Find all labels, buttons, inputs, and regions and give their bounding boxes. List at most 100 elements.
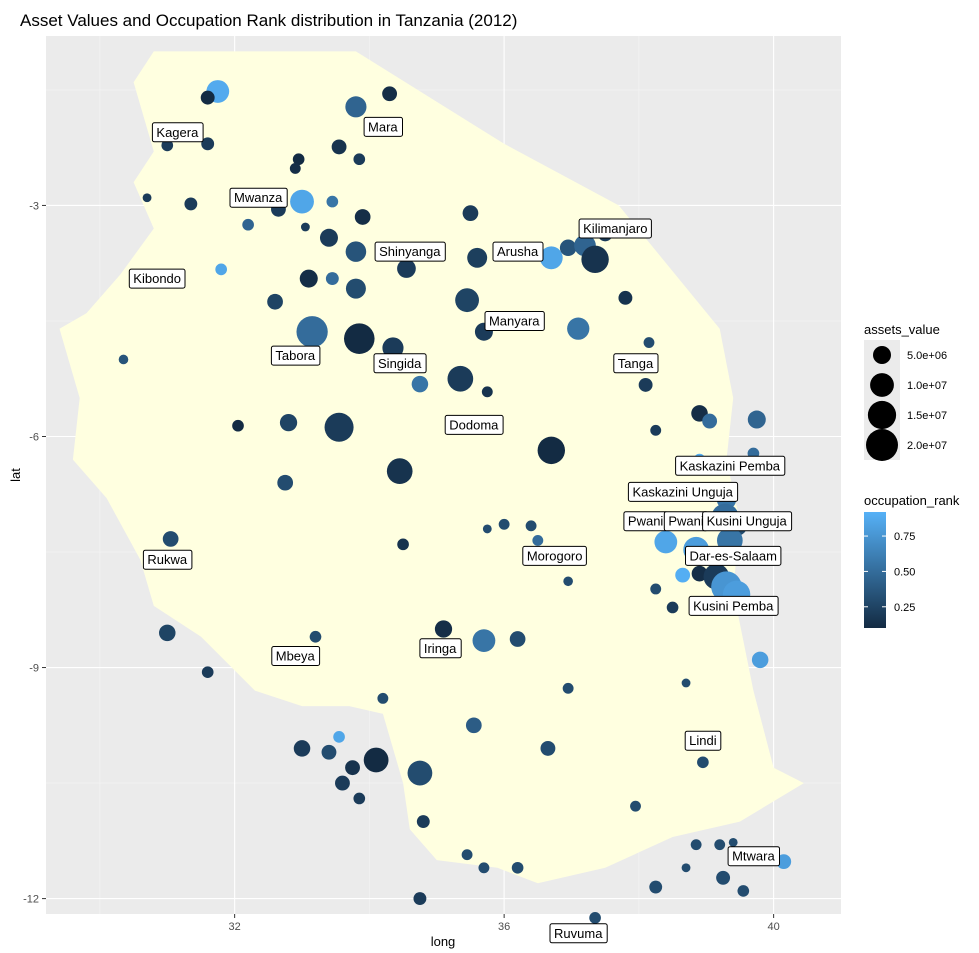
region-label-box (270, 345, 321, 366)
region-label-text: Pwani (628, 514, 664, 529)
data-point (478, 862, 490, 874)
region-label-text: Tanga (618, 356, 654, 371)
region-label: Morogoro (522, 545, 587, 566)
region-label: Kaskazini Unguja (627, 481, 739, 502)
data-point (416, 815, 430, 829)
data-point (345, 760, 360, 776)
region-label: Kusini Pemba (688, 595, 779, 616)
data-point (618, 290, 633, 305)
data-point (666, 601, 679, 614)
data-point (643, 337, 655, 348)
data-point (747, 410, 766, 429)
data-point (716, 870, 731, 885)
data-point (455, 288, 479, 313)
data-point (201, 137, 215, 151)
region-label-box (549, 923, 608, 944)
data-point (397, 538, 409, 551)
color-legend: occupation_rank 0.75 0.50 0.25 (864, 493, 960, 628)
size-legend-label: 2.0e+07 (907, 440, 947, 452)
region-label-box (685, 545, 782, 566)
data-point (675, 567, 691, 583)
y-tick-label: -3 (29, 200, 39, 212)
data-point (386, 458, 413, 484)
data-point (638, 377, 653, 392)
chart-title: Asset Values and Occupation Rank distrib… (20, 11, 517, 30)
x-tick-label: 40 (768, 921, 780, 933)
data-point (681, 678, 691, 688)
region-label: Kibondo (128, 268, 186, 289)
data-point (353, 792, 366, 805)
data-point (581, 245, 609, 274)
data-point (354, 209, 371, 225)
data-point (776, 854, 792, 870)
region-label-box (492, 241, 544, 262)
x-tick-label: 36 (498, 921, 510, 933)
region-label: Shinyanga (374, 241, 446, 262)
region-label-text: Morogoro (527, 548, 583, 563)
region-label: Mwanza (229, 187, 288, 208)
data-point (162, 531, 179, 547)
region-label-text: Kilimanjaro (583, 221, 647, 236)
region-label-text: Pwani (668, 514, 704, 529)
data-point (325, 272, 339, 286)
data-point (589, 912, 601, 924)
data-point (714, 839, 726, 851)
data-point (331, 139, 347, 155)
region-label-text: Tabora (275, 348, 316, 363)
region-label: Kagera (151, 122, 204, 143)
data-point (326, 195, 339, 208)
region-label-box (702, 511, 793, 532)
data-point (118, 354, 129, 365)
region-label-text: Rukwa (147, 552, 188, 567)
region-label-text: Singida (378, 356, 422, 371)
data-point (184, 197, 198, 211)
data-point (434, 620, 453, 638)
data-point (382, 86, 398, 102)
data-point (737, 885, 750, 897)
data-point (200, 90, 215, 105)
data-point (413, 892, 427, 906)
region-label-box (374, 241, 446, 262)
color-legend-label: 0.50 (894, 566, 915, 578)
data-point (540, 740, 556, 756)
data-point (299, 269, 318, 288)
region-label-text: Mbeya (276, 648, 316, 663)
data-point (296, 316, 328, 348)
data-point (691, 565, 708, 582)
data-point (498, 518, 510, 530)
color-legend-label: 0.75 (894, 531, 915, 543)
region-label-box (684, 730, 722, 751)
data-point (242, 218, 254, 231)
data-point (562, 682, 574, 694)
region-label-box (484, 311, 545, 331)
data-point (509, 631, 526, 647)
region-label-box (727, 846, 780, 867)
size-legend-label: 1.5e+07 (907, 410, 947, 422)
region-label-text: Dodoma (449, 417, 499, 432)
data-point (654, 530, 678, 554)
region-label-text: Kusini Unguja (707, 514, 788, 529)
data-point (751, 651, 769, 669)
region-label: Ruvuma (549, 923, 608, 944)
data-point (277, 474, 294, 491)
region-label-box (373, 353, 427, 374)
region-label: Dar-es-Salaam (685, 545, 782, 566)
size-legend-circle (867, 400, 897, 430)
region-label: Manyara (484, 311, 545, 331)
data-point (681, 863, 691, 873)
size-legend-circle (870, 373, 894, 397)
region-label-text: Kaskazini Pemba (680, 458, 781, 473)
data-point (407, 760, 433, 786)
region-label: Mtwara (727, 846, 780, 867)
size-legend-title: assets_value (864, 322, 940, 337)
data-point (201, 666, 214, 678)
region-label: Tabora (270, 345, 321, 366)
region-label-text: Ruvuma (554, 926, 603, 941)
data-point (630, 800, 641, 812)
x-axis-label: long (431, 934, 456, 949)
region-label-text: Mara (368, 119, 398, 134)
data-point (345, 241, 367, 262)
region-label: Kusini Unguja (702, 511, 793, 532)
data-point (363, 747, 389, 773)
region-label-box (128, 268, 186, 289)
